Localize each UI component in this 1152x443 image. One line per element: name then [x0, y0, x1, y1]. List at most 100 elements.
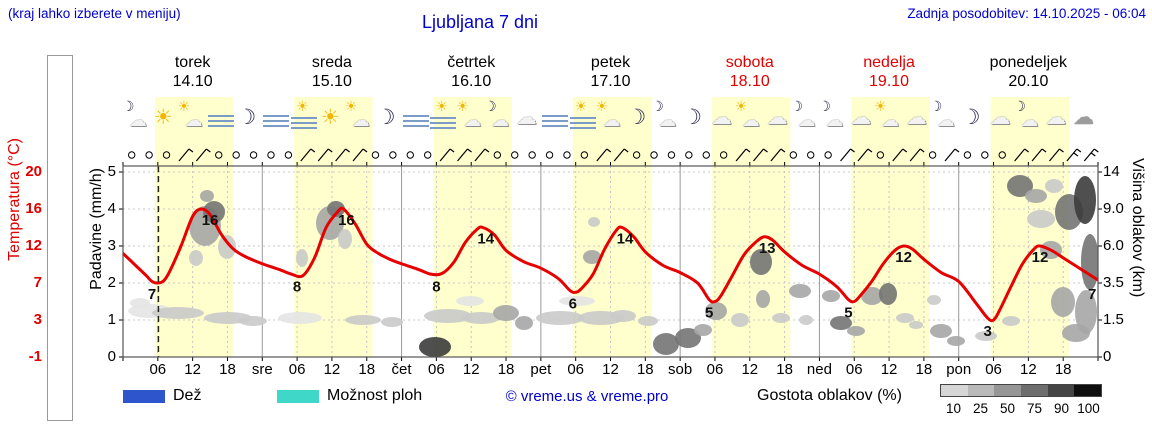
moon-icon: ☽: [683, 106, 702, 129]
temperature-value-label: 16: [338, 212, 355, 229]
temperature-value-label: 3: [984, 323, 992, 340]
wind-calm-icon: [963, 151, 972, 159]
wind-barb-icon: [1014, 148, 1026, 162]
wind-calm-icon: [685, 151, 693, 159]
day-date: 18.10: [729, 73, 770, 90]
temp-tick-3: 3: [33, 311, 42, 328]
wind-calm-icon: [389, 151, 397, 159]
wind-barb-icon: [352, 148, 364, 162]
density-swatch-90: [1047, 385, 1075, 396]
cloud-icon: ☁: [850, 106, 872, 129]
temp-tick-12: 12: [25, 237, 42, 254]
sun-icon: ☀: [153, 106, 173, 129]
wind-calm-icon: [128, 151, 136, 159]
temperature-value-label: 14: [477, 231, 494, 248]
fog-sun-icon: ☀: [289, 99, 319, 137]
density-tick-75: 75: [1026, 401, 1043, 416]
x-tick-18: 18: [1054, 361, 1072, 378]
x-tick-06: 06: [985, 361, 1002, 378]
x-tick-12: 12: [323, 361, 341, 378]
wind-calm-icon: [928, 151, 937, 159]
density-swatch-100: [1074, 385, 1102, 396]
cloud-height-axis-label: Višina oblakov (km): [1129, 158, 1146, 298]
wind-calm-icon: [667, 151, 676, 159]
moon-cloud-icon: ☽ ☁: [929, 98, 955, 130]
wind-barb-icon: [840, 148, 852, 162]
x-tick-12: 12: [462, 361, 480, 378]
cloud-density-label: Gostota oblakov (%): [757, 387, 902, 404]
cloud-height-tick-1.5: 1.5: [1103, 311, 1124, 328]
wind-calm-icon: [824, 151, 832, 159]
x-tick-18: 18: [776, 361, 793, 378]
rain-legend-label: Dež: [173, 387, 202, 404]
cloud-height-tick-3.5: 3.5: [1103, 274, 1124, 291]
wind-barb-icon: [1031, 148, 1043, 162]
temperature-value-label: 16: [202, 212, 219, 229]
showers-legend-label: Možnost ploh: [327, 387, 423, 404]
temp-tick-7: 7: [33, 274, 42, 291]
temperature-value-label: 8: [432, 279, 440, 296]
moon-cloud-icon: ☽ ☁: [790, 98, 816, 130]
cloud-height-tick-6.0: 6.0: [1103, 237, 1124, 254]
moon-cloud-icon: ☽ ☁: [121, 98, 147, 130]
x-tick-06: 06: [288, 361, 306, 378]
x-tick-06: 06: [428, 361, 445, 378]
wind-calm-icon: [807, 151, 815, 159]
wind-barb-icon: [300, 148, 312, 162]
moon-cloud-icon: ☽ ☁: [818, 98, 844, 130]
temp-tick-16: 16: [25, 200, 42, 217]
day-date: 14.10: [172, 73, 213, 90]
wind-calm-icon: [371, 151, 380, 159]
temperature-value-label: 7: [1088, 286, 1096, 303]
temperature-scale-strip: [47, 55, 73, 421]
x-tick-12: 12: [880, 361, 898, 378]
wind-barb-icon: [195, 148, 207, 162]
x-tick-18: 18: [915, 361, 933, 378]
moon-icon: ☽: [376, 106, 396, 129]
density-tick-10: 10: [945, 401, 962, 416]
wind-calm-icon: [145, 151, 153, 159]
temperature-value-label: 5: [705, 305, 713, 322]
temperature-value-label: 6: [569, 295, 577, 312]
day-date: 19.10: [869, 73, 910, 90]
density-tick-100: 100: [1077, 401, 1100, 416]
wind-calm-icon: [702, 151, 710, 159]
day-name-sobota: sobota: [725, 54, 774, 71]
density-swatch-50: [994, 385, 1022, 396]
x-tick-sre: sre: [251, 361, 273, 378]
wind-calm-icon: [267, 151, 275, 159]
showers-legend-swatch: [277, 390, 319, 403]
fog-sun-icon: ☀: [568, 99, 598, 137]
sun-cloud-icon: ☀ ☁: [177, 98, 203, 130]
x-tick-18: 18: [636, 361, 654, 378]
wind-barb-icon: [909, 148, 921, 162]
wind-calm-icon: [511, 151, 519, 159]
sun-cloud-icon: ☀ ☁: [456, 98, 482, 130]
cloud-icon: ☁: [515, 106, 537, 129]
temperature-value-label: 7: [148, 286, 156, 303]
density-swatch-25: [967, 385, 995, 396]
wind-barb-icon: [474, 148, 486, 162]
x-tick-čet: čet: [391, 361, 412, 378]
wind-calm-icon: [232, 151, 240, 159]
wind-barb-icon: [317, 148, 329, 162]
wind-calm-icon: [789, 151, 798, 159]
precip-tick-1: 1: [107, 311, 116, 328]
day-name-nedelja: nedelja: [863, 54, 915, 71]
moon-cloud-icon: ☽ ☁: [484, 98, 510, 130]
wind-barb-icon: [770, 148, 782, 162]
day-name-četrtek: četrtek: [447, 54, 496, 71]
precip-tick-2: 2: [107, 274, 116, 291]
wind-barb-icon: [892, 148, 904, 162]
cloud-height-tick-9.0: 9.0: [1103, 200, 1124, 217]
temperature-value-label: 13: [759, 240, 776, 257]
copyright-link[interactable]: © vreme.us & vreme.pro: [505, 388, 669, 405]
wind-barb-icon: [944, 148, 956, 162]
x-tick-18: 18: [497, 361, 515, 378]
sun-icon: ☀: [320, 106, 340, 129]
day-date: 15.10: [311, 73, 352, 90]
precip-tick-5: 5: [107, 163, 116, 180]
temperature-value-label: 14: [617, 231, 634, 248]
cloud-icon: ☁: [989, 106, 1011, 129]
